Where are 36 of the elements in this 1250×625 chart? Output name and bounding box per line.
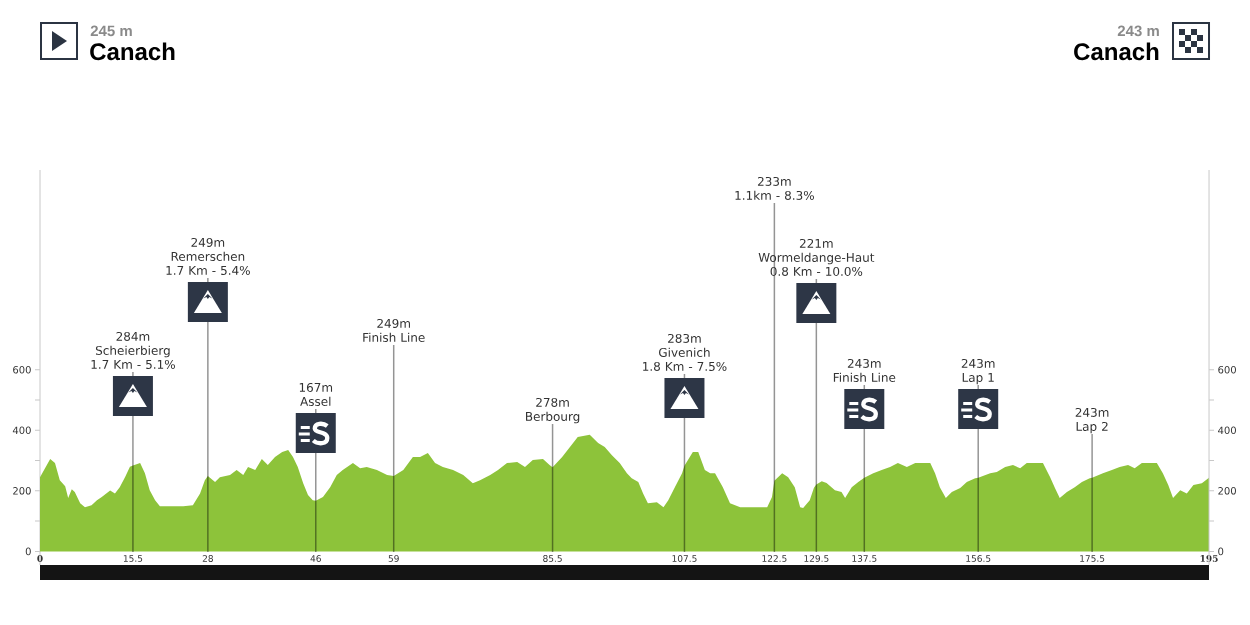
ref-line-label: 249m Finish Line bbox=[363, 318, 425, 342]
ref-line-label: 243m Finish Line bbox=[833, 358, 896, 382]
x-tick-label: 175.5 bbox=[1080, 555, 1105, 562]
y2-tick-label: 200 bbox=[1218, 487, 1236, 495]
text: 245 m bbox=[90, 25, 132, 37]
x-tick-label: 46 bbox=[310, 555, 321, 562]
y-tick-label: 200 bbox=[13, 487, 31, 495]
x-tick-label: 137.5 bbox=[852, 555, 877, 562]
x-tick-label: 156.5 bbox=[966, 555, 991, 562]
ref-line-label: 233m 1.1km - 8.3% bbox=[735, 176, 814, 200]
y-tick-label: 600 bbox=[13, 365, 31, 374]
y2-tick-label: 400 bbox=[1218, 426, 1236, 435]
ref-line-label: 284m Scheierbierg 1.7 Km - 5.1% bbox=[91, 331, 175, 369]
x-tick-label: 129.5 bbox=[804, 555, 829, 562]
text: Canach bbox=[90, 42, 175, 61]
x-tick-label: 85.5 bbox=[543, 555, 562, 562]
ref-line-label: 283m Givenich 1.8 Km - 7.5% bbox=[643, 333, 727, 371]
ref-line-label: 278m Berbourg bbox=[526, 397, 580, 424]
x-tick-label: 28 bbox=[202, 555, 213, 562]
ref-line-label: 221m Wormeldange-Haut 0.8 Km - 10.0% bbox=[758, 238, 875, 276]
text: 243 m bbox=[1117, 25, 1159, 37]
ref-line-label: 249m Remerschen 1.7 Km - 5.4% bbox=[166, 237, 250, 275]
x-tick-label: 195 bbox=[1200, 555, 1218, 562]
y2-tick-label: 0 bbox=[1218, 547, 1224, 556]
ref-line-label: 167m Assel bbox=[299, 382, 333, 406]
ref-line-label: 243m Lap 1 bbox=[961, 358, 995, 385]
text: Canach bbox=[1074, 42, 1159, 61]
x-tick-label: 59 bbox=[388, 555, 399, 562]
x-tick-label: 15.5 bbox=[123, 555, 143, 562]
x-tick-label: 0 bbox=[37, 555, 43, 562]
y-tick-label: 400 bbox=[12, 426, 31, 435]
ref-line-label: 243m Lap 2 bbox=[1075, 407, 1109, 434]
y-tick-label: 0 bbox=[25, 547, 31, 556]
x-tick-label: 122.5 bbox=[762, 555, 787, 562]
x-tick-label: 107.5 bbox=[672, 555, 697, 562]
y2-tick-label: 600 bbox=[1218, 365, 1236, 374]
